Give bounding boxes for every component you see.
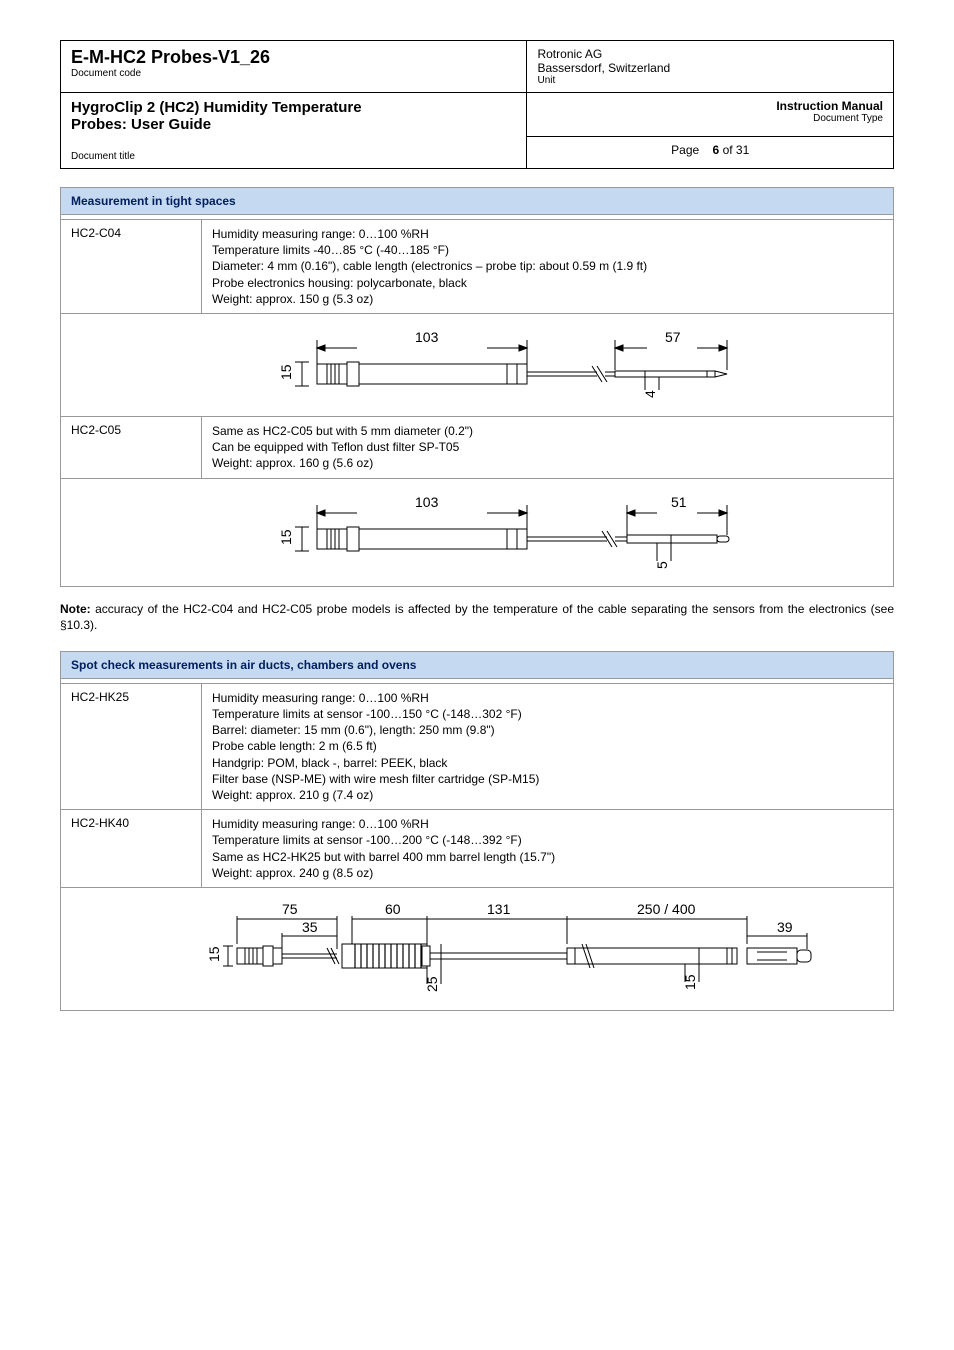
document-header: E-M-HC2 Probes-V1_26 Document code Rotro… [60, 40, 894, 169]
unit-label: Unit [537, 75, 883, 86]
page-number: 6 [713, 143, 720, 157]
doc-title-line1: HygroClip 2 (HC2) Humidity Temperature [71, 99, 516, 116]
svg-text:57: 57 [665, 329, 681, 345]
model-hc2-hk40: HC2-HK40 [61, 810, 202, 888]
svg-text:5: 5 [654, 561, 670, 569]
model-hc2-hk25: HC2-HK25 [61, 683, 202, 809]
note-text: accuracy of the HC2-C04 and HC2-C05 prob… [60, 602, 894, 632]
spec-hc2-c04: Humidity measuring range: 0…100 %RH Temp… [202, 220, 894, 314]
company-name: Rotronic AG [537, 47, 883, 61]
diagram-hc2-hk: 75 35 60 131 250 / 400 39 15 [61, 887, 894, 1010]
svg-text:25: 25 [424, 976, 440, 992]
diagram-hc2-c04: 103 57 15 [61, 313, 894, 416]
svg-text:15: 15 [206, 946, 222, 962]
svg-text:15: 15 [278, 364, 294, 380]
svg-text:60: 60 [385, 901, 401, 917]
svg-text:250 / 400: 250 / 400 [637, 901, 696, 917]
section-spot-check: Spot check measurements in air ducts, ch… [60, 651, 894, 1011]
doc-type: Instruction Manual [537, 99, 883, 113]
diagram-hc2-c05: 103 51 15 [61, 478, 894, 586]
doc-title-line2: Probes: User Guide [71, 116, 516, 133]
page-of: of 31 [723, 143, 750, 157]
spec-hc2-hk40: Humidity measuring range: 0…100 %RH Temp… [202, 810, 894, 888]
svg-text:103: 103 [415, 329, 439, 345]
note-label: Note: [60, 602, 91, 616]
svg-text:15: 15 [682, 974, 698, 990]
page-label: Page [671, 143, 699, 157]
section1-title: Measurement in tight spaces [61, 188, 894, 215]
model-hc2-c05: HC2-C05 [61, 416, 202, 478]
company-location: Bassersdorf, Switzerland [537, 61, 883, 75]
spec-hc2-c05: Same as HC2-C05 but with 5 mm diameter (… [202, 416, 894, 478]
doc-title-label: Document title [71, 151, 516, 162]
svg-text:51: 51 [671, 494, 687, 510]
section2-title: Spot check measurements in air ducts, ch… [61, 651, 894, 678]
svg-text:35: 35 [302, 919, 318, 935]
doc-code-label: Document code [71, 68, 516, 79]
svg-text:15: 15 [278, 529, 294, 545]
svg-text:75: 75 [282, 901, 298, 917]
svg-text:103: 103 [415, 494, 439, 510]
doc-type-label: Document Type [537, 113, 883, 124]
spec-hc2-hk25: Humidity measuring range: 0…100 %RH Temp… [202, 683, 894, 809]
section-tight-spaces: Measurement in tight spaces HC2-C04 Humi… [60, 187, 894, 587]
svg-text:4: 4 [642, 390, 658, 398]
note-paragraph: Note: accuracy of the HC2-C04 and HC2-C0… [60, 601, 894, 633]
model-hc2-c04: HC2-C04 [61, 220, 202, 314]
svg-text:131: 131 [487, 901, 511, 917]
doc-code: E-M-HC2 Probes-V1_26 [71, 47, 516, 68]
svg-text:39: 39 [777, 919, 793, 935]
